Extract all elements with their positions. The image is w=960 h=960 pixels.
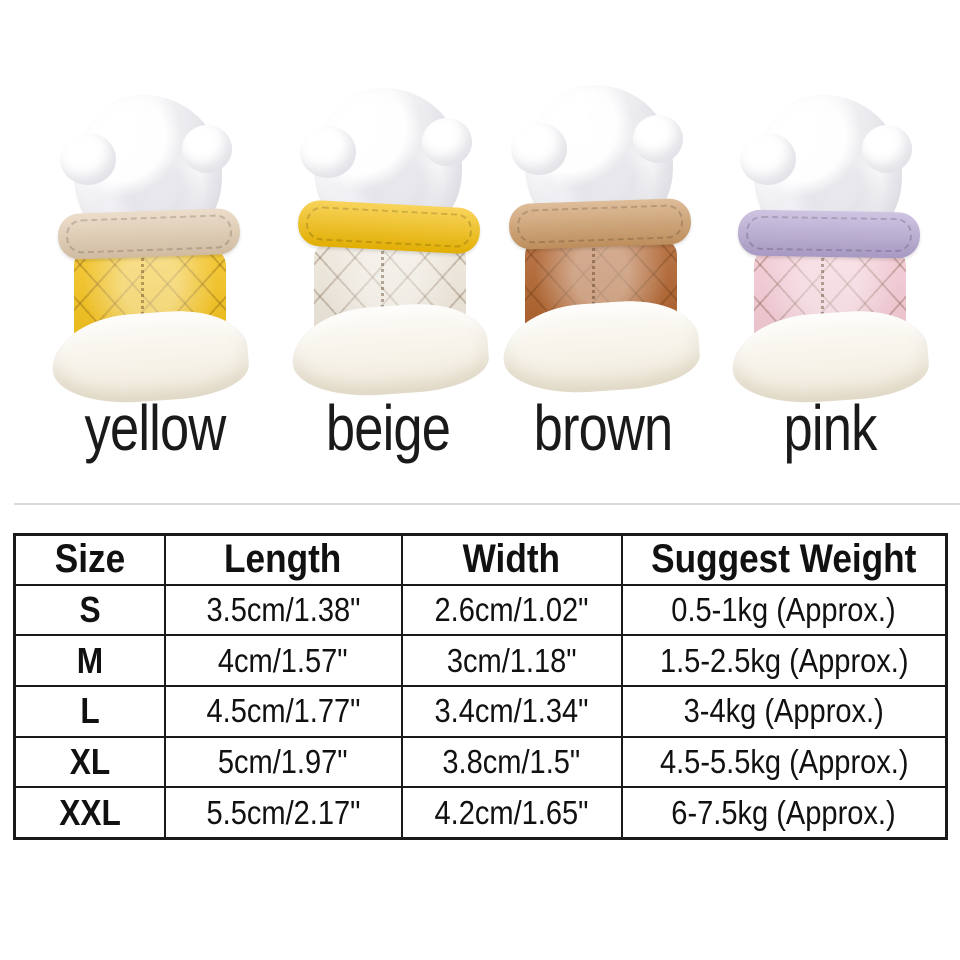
header-weight: Suggest Weight — [620, 533, 948, 586]
color-label-pink: pink — [783, 392, 878, 464]
divider-line — [14, 503, 960, 505]
shoe-figure-brown — [500, 85, 703, 398]
width-cell: 3.8cm/1.5" — [400, 735, 623, 789]
header-size: Size — [13, 533, 166, 586]
width-cell: 4.2cm/1.65" — [400, 786, 623, 840]
size-chart-table: Size Length Width Suggest Weight S 3.5cm… — [13, 533, 948, 840]
color-label-beige: beige — [325, 392, 451, 464]
size-cell: XL — [13, 735, 166, 789]
weight-cell: 3-4kg (Approx.) — [620, 684, 948, 738]
length-cell: 3.5cm/1.38" — [163, 583, 403, 637]
color-label-brown: brown — [533, 392, 674, 464]
shoe-strap — [296, 199, 482, 255]
shoe-strap — [57, 207, 241, 261]
color-label-yellow: yellow — [84, 392, 227, 464]
table-row-m: M 4cm/1.57" 3cm/1.18" 1.5-2.5kg (Approx.… — [13, 634, 948, 687]
weight-cell: 1.5-2.5kg (Approx.) — [620, 634, 948, 687]
shoe-figure-yellow — [49, 95, 252, 408]
length-cell: 4cm/1.57" — [163, 634, 403, 687]
shoe-strap — [737, 209, 921, 259]
header-length: Length — [163, 533, 403, 586]
width-cell: 3.4cm/1.34" — [400, 684, 623, 738]
weight-cell: 6-7.5kg (Approx.) — [620, 786, 948, 840]
size-cell: S — [13, 583, 166, 637]
table-row-xxl: XXL 5.5cm/2.17" 4.2cm/1.65" 6-7.5kg (App… — [13, 786, 948, 840]
shoe-strap — [508, 197, 692, 251]
shoe-figure-beige — [289, 88, 492, 401]
header-width: Width — [400, 533, 623, 586]
width-cell: 2.6cm/1.02" — [400, 583, 623, 637]
shoe-figure-pink — [729, 95, 932, 408]
table-row-s: S 3.5cm/1.38" 2.6cm/1.02" 0.5-1kg (Appro… — [13, 583, 948, 637]
weight-cell: 4.5-5.5kg (Approx.) — [620, 735, 948, 789]
size-cell: XXL — [13, 786, 166, 840]
weight-cell: 0.5-1kg (Approx.) — [620, 583, 948, 637]
size-cell: L — [13, 684, 166, 738]
width-cell: 3cm/1.18" — [400, 634, 623, 687]
table-row-l: L 4.5cm/1.77" 3.4cm/1.34" 3-4kg (Approx.… — [13, 684, 948, 738]
table-row-xl: XL 5cm/1.97" 3.8cm/1.5" 4.5-5.5kg (Appro… — [13, 735, 948, 789]
length-cell: 5.5cm/2.17" — [163, 786, 403, 840]
table-header-row: Size Length Width Suggest Weight — [13, 533, 948, 586]
size-cell: M — [13, 634, 166, 687]
length-cell: 4.5cm/1.77" — [163, 684, 403, 738]
length-cell: 5cm/1.97" — [163, 735, 403, 789]
fur-cuff — [60, 95, 232, 253]
